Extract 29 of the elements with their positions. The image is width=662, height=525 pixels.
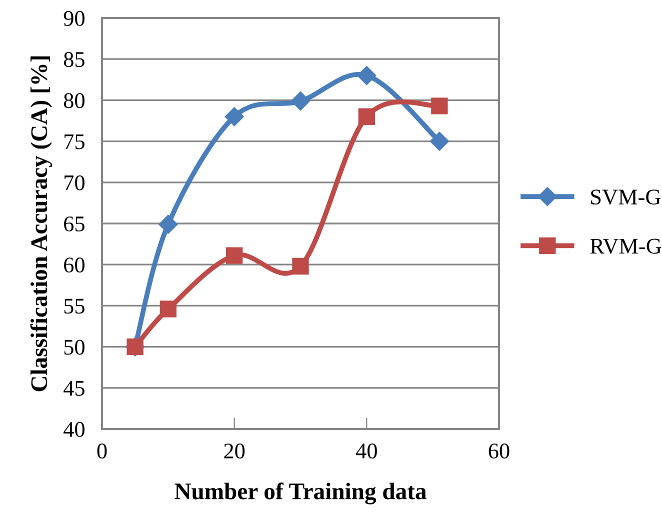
legend-label: RVM-G (590, 238, 662, 254)
point (430, 132, 449, 151)
y-tick-label: 80 (64, 93, 84, 108)
y-tick-label: 55 (64, 298, 84, 314)
point (431, 98, 448, 114)
y-tick-label: 65 (64, 216, 84, 232)
point (357, 66, 376, 86)
x-tick-label: 0 (97, 444, 107, 459)
point (224, 107, 244, 126)
y-tick-label: 90 (64, 10, 84, 26)
point (290, 91, 310, 111)
y-tick-label: 40 (64, 422, 84, 437)
y-axis-title: Classification Accuracy (CA) [%] (30, 56, 52, 392)
x-axis-title: Number of Training data (174, 482, 426, 504)
y-tick-label: 45 (64, 380, 84, 396)
x-tick-label: 60 (488, 444, 510, 459)
point (160, 300, 176, 318)
y-tick-label: 50 (64, 340, 84, 355)
point (358, 108, 375, 125)
point (292, 258, 309, 275)
x-tick-label: 40 (356, 444, 377, 459)
y-tick-label: 75 (64, 134, 84, 150)
point (158, 214, 178, 234)
y-tick-label: 70 (64, 175, 84, 190)
y-tick-label: 60 (64, 258, 84, 273)
x-tick-label: 20 (224, 444, 245, 459)
y-tick-label: 85 (64, 52, 84, 68)
point (226, 247, 243, 264)
legend-label: SVM-G (591, 190, 661, 205)
